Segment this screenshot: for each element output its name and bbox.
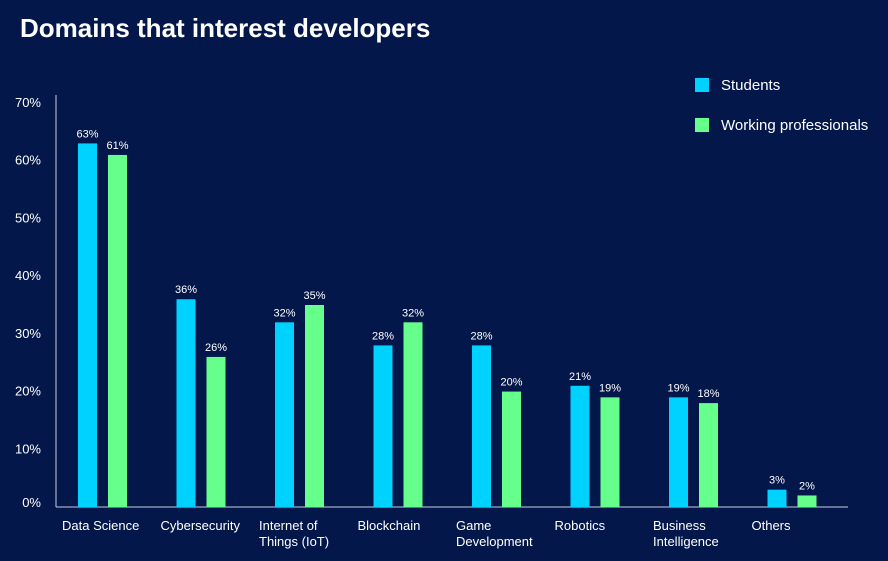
- legend-label: Working professionals: [721, 117, 868, 134]
- bar-students: [176, 299, 196, 507]
- y-tick-label: 0%: [22, 495, 41, 510]
- category-label: Others: [752, 518, 792, 533]
- y-axis: 0% 10% 20% 30% 40% 50% 60% 70%: [15, 95, 57, 510]
- legend-label: Students: [721, 77, 780, 94]
- bar-working-professionals: [403, 322, 423, 507]
- category-label: Game: [456, 518, 491, 533]
- legend: Students Working professionals: [695, 77, 868, 134]
- data-label: 2%: [799, 480, 815, 492]
- bar-students: [373, 345, 393, 507]
- y-tick-label: 10%: [15, 441, 41, 456]
- bar-working-professionals: [600, 397, 620, 507]
- category-label: Development: [456, 534, 533, 549]
- category-label: Business: [653, 518, 706, 533]
- data-labels: 63% 61% 36% 26% 32% 35% 28% 32% 28% 20% 21% 19% 19% 1…: [76, 128, 815, 492]
- category-label: Internet of: [259, 518, 318, 533]
- y-tick-label: 40%: [15, 268, 41, 283]
- category-label: Blockchain: [358, 518, 421, 533]
- bar-students: [275, 322, 294, 507]
- data-label: 28%: [470, 330, 492, 342]
- data-label: 32%: [402, 307, 424, 319]
- data-label: 35%: [303, 290, 325, 302]
- data-label: 19%: [599, 382, 621, 394]
- y-tick-label: 20%: [15, 384, 41, 399]
- category-label: Intelligence: [653, 534, 719, 549]
- bar-students: [570, 385, 590, 507]
- bar-working-professionals: [699, 403, 718, 507]
- data-label: 61%: [106, 140, 128, 152]
- y-tick-label: 60%: [15, 153, 41, 168]
- category-labels: Data Science Cybersecurity Internet ofThin…: [62, 518, 791, 549]
- data-label: 63%: [76, 128, 98, 140]
- bars: [78, 143, 817, 507]
- legend-swatch: [695, 78, 709, 92]
- bar-working-professionals: [206, 356, 226, 507]
- data-label: 19%: [667, 382, 689, 394]
- bar-working-professionals: [108, 154, 127, 507]
- bar-students: [669, 397, 688, 507]
- chart-title: Domains that interest developers: [20, 13, 430, 43]
- data-label: 26%: [205, 342, 227, 354]
- data-label: 20%: [500, 377, 522, 389]
- data-label: 18%: [697, 388, 719, 400]
- category-label: Things (IoT): [259, 534, 329, 549]
- data-label: 3%: [769, 475, 785, 487]
- bar-students: [472, 345, 491, 507]
- data-label: 36%: [175, 284, 197, 296]
- legend-swatch: [695, 118, 709, 132]
- bar-students: [767, 489, 787, 507]
- y-tick-label: 30%: [15, 326, 41, 341]
- data-label: 32%: [273, 307, 295, 319]
- y-tick-label: 70%: [15, 95, 41, 110]
- category-label: Cybersecurity: [161, 518, 241, 533]
- bar-working-professionals: [797, 495, 817, 507]
- bar-working-professionals: [502, 391, 521, 507]
- y-tick-label: 50%: [15, 210, 41, 225]
- data-label: 28%: [372, 330, 394, 342]
- bar-working-professionals: [305, 305, 324, 507]
- data-label: 21%: [569, 371, 591, 383]
- bar-students: [78, 143, 97, 507]
- category-label: Robotics: [555, 518, 606, 533]
- category-label: Data Science: [62, 518, 139, 533]
